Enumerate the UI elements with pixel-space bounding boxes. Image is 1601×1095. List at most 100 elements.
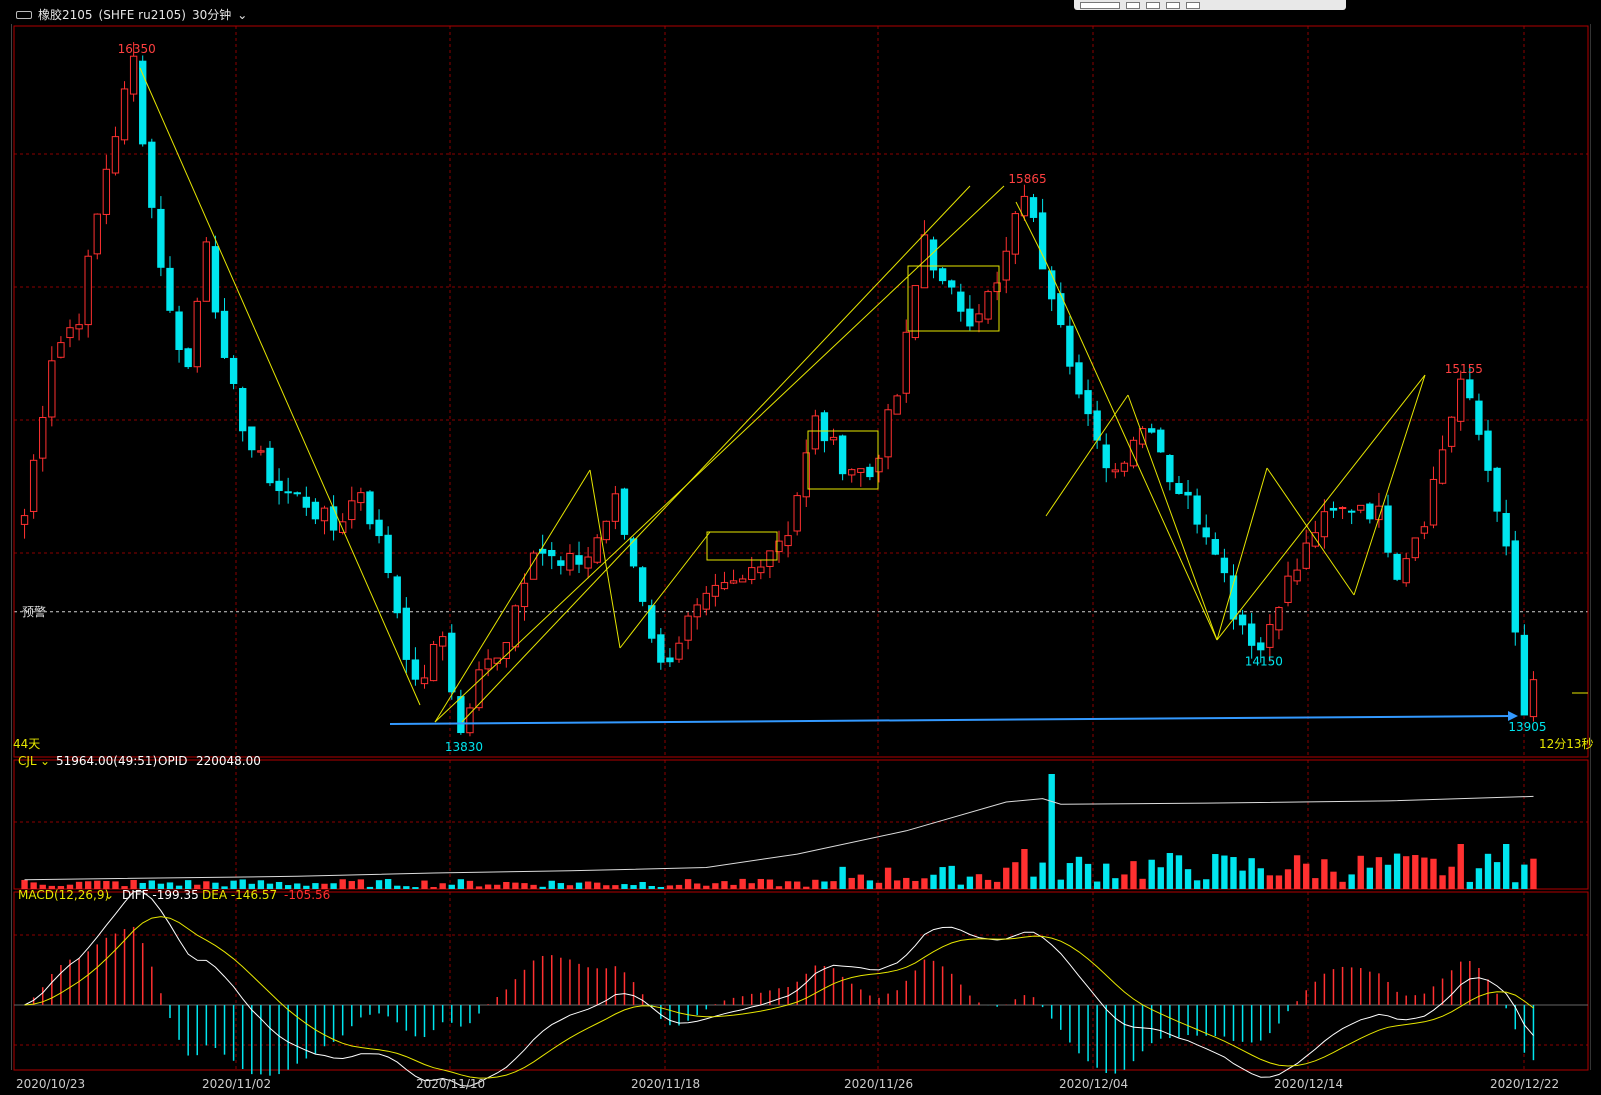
toolbar-field[interactable] [1080, 1, 1120, 9]
volume-bar [1403, 856, 1410, 889]
candle-body [1075, 362, 1083, 395]
volume-bar [730, 884, 737, 889]
drawing-toolbar[interactable] [1074, 0, 1346, 10]
volume-bar [39, 884, 46, 889]
candle-body [993, 282, 1001, 293]
trend-annotations [139, 67, 1588, 725]
candle-body [902, 331, 910, 394]
volume-bar [739, 878, 746, 889]
toolbar-button[interactable] [1126, 1, 1140, 9]
volume-bar [530, 884, 537, 889]
candle-body [875, 457, 883, 473]
volume-bar [1412, 855, 1419, 889]
link-icon[interactable] [16, 10, 32, 19]
candle-body [502, 642, 510, 660]
volume-bar [421, 880, 428, 889]
volume-bar [75, 881, 83, 889]
candle-body [857, 468, 865, 473]
volume-bar [1366, 867, 1374, 889]
candle-body [366, 491, 374, 525]
candle-body [729, 580, 738, 584]
candle-body [711, 584, 720, 597]
period-selector[interactable]: 30分钟 [191, 8, 232, 22]
volume-bar [957, 884, 964, 889]
volume-bar [48, 885, 55, 889]
trend-line [1015, 201, 1047, 263]
candle-body [884, 409, 892, 458]
volume-bar [594, 882, 601, 889]
cjl-label[interactable]: CJL [18, 754, 37, 768]
volume-bar [884, 867, 892, 889]
candle-body [1148, 428, 1156, 433]
candle-body [284, 491, 292, 494]
volume-bar [539, 886, 546, 889]
day-count: 44天 [13, 737, 40, 751]
volume-bar [648, 886, 655, 889]
volume-bar [875, 882, 883, 889]
support-line [389, 715, 1513, 725]
trend-line [1216, 374, 1426, 641]
volume-bar [930, 874, 937, 889]
volume-bar [1457, 844, 1464, 889]
toolbar-button[interactable] [1146, 1, 1160, 9]
volume-bar [1448, 866, 1455, 889]
volume-bar [639, 881, 646, 889]
chevron-down-icon[interactable]: ⌄ [237, 7, 248, 22]
trend-line [461, 185, 971, 723]
volume-bar [839, 866, 846, 889]
candle-body [575, 555, 583, 565]
volume-bar [657, 886, 665, 889]
volume-bar [257, 880, 265, 889]
volume-bar [703, 885, 710, 889]
volume-bar [1375, 857, 1383, 889]
trend-line [434, 469, 591, 723]
candle-body [1502, 513, 1510, 547]
left-side-tabs[interactable] [0, 24, 12, 1070]
candle-body [402, 607, 410, 660]
right-side-tabs[interactable] [1590, 24, 1601, 1070]
candle-body [457, 696, 465, 734]
volume-bar [1384, 864, 1392, 889]
volume-bar [1221, 855, 1228, 889]
candle-body [39, 416, 47, 459]
opid-line [24, 795, 1534, 881]
candle-body [102, 168, 111, 215]
candle-body [1529, 679, 1538, 718]
volume-bar [503, 881, 510, 889]
candle-body [1493, 467, 1501, 512]
candle-body [1193, 495, 1201, 525]
macd-label[interactable]: MACD(12,26,9) [18, 888, 109, 902]
candle-body [984, 291, 992, 320]
volume-bar [312, 883, 319, 889]
volume-bar [1321, 859, 1328, 889]
candle-body [1029, 197, 1038, 218]
toolbar-button[interactable] [1166, 1, 1180, 9]
candle-body [1066, 325, 1074, 367]
diff-line [24, 891, 1534, 1087]
chevron-down-icon[interactable]: ⌄ [40, 754, 50, 768]
candle-body [566, 552, 574, 571]
candle-body [911, 285, 920, 339]
candle-body [966, 308, 974, 327]
volume-bar [239, 879, 246, 889]
volume-bar [439, 883, 446, 889]
volume-bar [339, 879, 346, 889]
x-tick-label: 2020/12/22 [1490, 1077, 1559, 1091]
candle-body [239, 388, 247, 432]
candle-body [738, 578, 747, 583]
toolbar-button[interactable] [1186, 1, 1200, 9]
volume-bar [130, 880, 137, 889]
chart-title[interactable]: 橡胶2105 (SHFE ru2105) 30分钟 ⌄ [16, 6, 247, 23]
volume-bar [384, 879, 392, 889]
candle-body [1284, 575, 1292, 603]
chevron-down-icon[interactable]: ⌄ [104, 888, 114, 902]
volume-bar [821, 881, 828, 889]
volume-bar [1493, 862, 1501, 889]
panel-frame [13, 891, 1589, 1071]
candle-body [1102, 444, 1110, 469]
volume-bar [666, 885, 674, 889]
volume-bar [775, 886, 783, 889]
volume-bar [1466, 881, 1474, 889]
candle-body [1393, 553, 1401, 580]
